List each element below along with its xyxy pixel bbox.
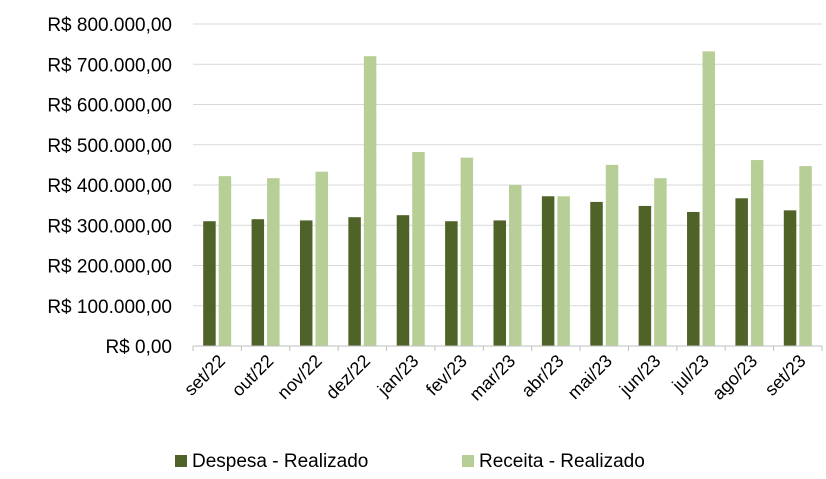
gridlines [193, 23, 822, 307]
bar-receita [509, 185, 522, 346]
bar-receita [218, 176, 232, 346]
legend-swatch [462, 455, 474, 467]
x-tick-label: jan/23 [373, 351, 423, 401]
bar-despesa [735, 198, 748, 346]
bar-receita [799, 166, 812, 346]
bar-receita [750, 160, 764, 346]
bar-receita [702, 51, 716, 347]
y-tick-label: R$ 300.000,00 [47, 216, 172, 237]
bar-despesa [203, 221, 216, 346]
y-tick-label: R$ 600.000,00 [47, 96, 172, 117]
y-tick-label: R$ 700.000,00 [47, 55, 172, 76]
bar-despesa [783, 210, 797, 346]
x-tick-label: ago/23 [708, 351, 761, 404]
bar-despesa [348, 217, 361, 346]
bar-receita [363, 56, 377, 346]
x-tick-label: mar/23 [466, 351, 520, 405]
x-tick-label: set/23 [761, 351, 810, 400]
y-tick-label: R$ 0,00 [105, 337, 172, 358]
bar-receita [605, 164, 619, 346]
x-tick-label: abr/23 [517, 351, 567, 401]
bar-despesa [590, 201, 603, 346]
bar-despesa [541, 196, 555, 346]
y-tick-label: R$ 100.000,00 [47, 297, 172, 318]
bar-despesa [445, 221, 458, 346]
y-axis-tick-labels: R$ 0,00 R$ 100.000,00 R$ 200.000,00 R$ 300.… [47, 15, 172, 358]
bar-despesa [638, 205, 652, 346]
bar-despesa [299, 220, 313, 346]
bar-receita [315, 171, 328, 346]
bar-receita [460, 157, 474, 346]
x-tick-label: fev/23 [422, 351, 471, 400]
bar-receita [267, 178, 280, 346]
legend: Despesa - Realizado Receita - Realizado [175, 451, 645, 472]
x-tick-label: jun/23 [615, 351, 665, 401]
x-tick-label: dez/22 [322, 351, 374, 403]
bar-despesa [493, 220, 506, 346]
x-axis [192, 345, 823, 351]
y-tick-label: R$ 200.000,00 [47, 257, 172, 278]
bar-receita [412, 151, 425, 346]
bar-receita [557, 196, 570, 346]
legend-label: Despesa - Realizado [192, 451, 368, 472]
x-tick-label: jul/23 [668, 351, 713, 396]
x-tick-label: nov/22 [273, 351, 325, 403]
x-tick-label: set/22 [180, 351, 229, 400]
bar-despesa [251, 219, 265, 346]
y-tick-label: R$ 800.000,00 [47, 15, 172, 36]
bar-receita [654, 178, 667, 346]
legend-label: Receita - Realizado [479, 451, 645, 472]
y-tick-label: R$ 500.000,00 [47, 136, 172, 157]
bar-despesa [687, 211, 700, 346]
x-tick-label: mai/23 [564, 351, 616, 403]
legend-swatch [175, 455, 187, 467]
bars [203, 51, 812, 347]
bar-despesa [396, 215, 410, 346]
y-tick-label: R$ 400.000,00 [47, 176, 172, 197]
x-tick-label: out/22 [228, 351, 278, 401]
